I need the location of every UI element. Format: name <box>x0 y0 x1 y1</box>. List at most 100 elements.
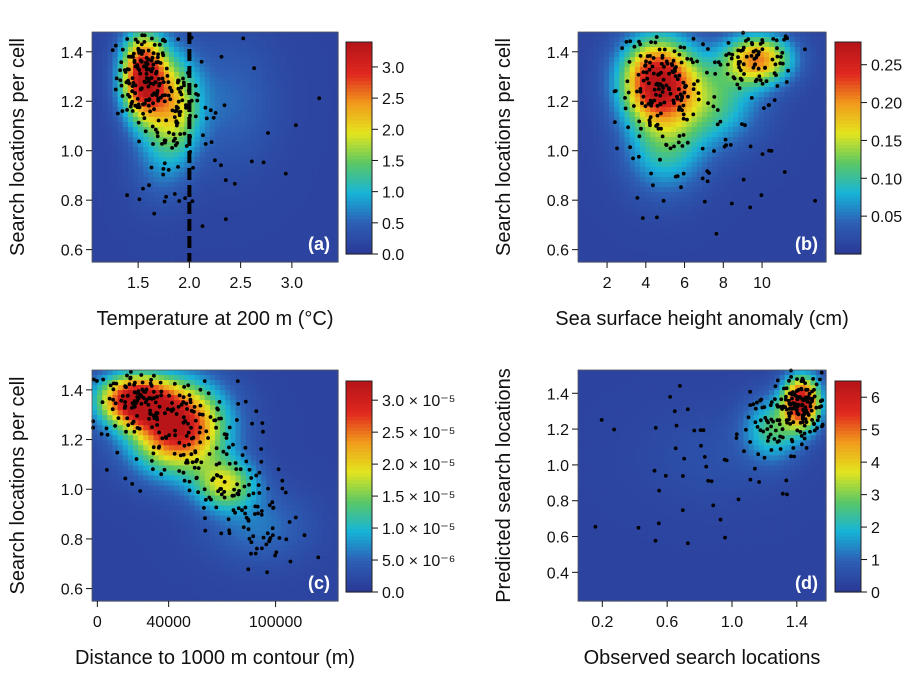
heatmap-cell <box>266 242 272 248</box>
heatmap-cell <box>692 212 698 218</box>
heatmap-cell <box>230 142 236 148</box>
heatmap-cell <box>656 222 662 228</box>
scatter-point <box>156 55 160 59</box>
heatmap-cell <box>261 77 267 83</box>
heatmap-cell <box>785 207 791 213</box>
heatmap-cell <box>738 142 744 148</box>
heatmap-cell <box>630 87 636 93</box>
heatmap-cell <box>599 122 605 128</box>
heatmap-cell <box>743 247 749 253</box>
heatmap-cell <box>650 147 656 153</box>
heatmap-cell <box>681 207 687 213</box>
heatmap-cell <box>583 87 589 93</box>
heatmap-cell <box>220 182 226 188</box>
heatmap-cell <box>619 62 625 68</box>
heatmap-cell <box>733 207 739 213</box>
heatmap-cell <box>256 172 262 178</box>
heatmap-cell <box>588 202 594 208</box>
heatmap-cell <box>225 87 231 93</box>
heatmap-cell <box>769 142 775 148</box>
heatmap-cell <box>697 197 703 203</box>
heatmap-cell <box>123 202 129 208</box>
heatmap-cell <box>210 97 216 103</box>
heatmap-cell <box>256 177 262 183</box>
heatmap-cell <box>133 32 139 38</box>
scatter-point <box>233 182 237 186</box>
heatmap-cell <box>159 182 165 188</box>
heatmap-cell <box>241 67 247 73</box>
heatmap-cell <box>583 117 589 123</box>
heatmap-cell <box>97 222 103 228</box>
heatmap-cell <box>256 117 262 123</box>
heatmap-cell <box>666 217 672 223</box>
heatmap-cell <box>630 127 636 133</box>
heatmap-cell <box>774 112 780 118</box>
heatmap-cell <box>205 197 211 203</box>
heatmap-cell <box>271 127 277 133</box>
heatmap-cell <box>692 247 698 253</box>
heatmap-cell <box>179 217 185 223</box>
heatmap-cell <box>292 222 298 228</box>
heatmap-cell <box>583 187 589 193</box>
heatmap-cell <box>800 62 806 68</box>
heatmap-cell <box>195 87 201 93</box>
heatmap-cell <box>323 162 329 168</box>
heatmap-cell <box>246 197 252 203</box>
heatmap-cell <box>640 237 646 243</box>
heatmap-cell <box>107 252 113 258</box>
scatter-point <box>188 150 192 154</box>
heatmap-cell <box>200 237 206 243</box>
heatmap-cell <box>676 197 682 203</box>
heatmap-cell <box>246 32 252 38</box>
heatmap-cell <box>594 117 600 123</box>
heatmap-cell <box>230 202 236 208</box>
heatmap-cell <box>292 227 298 233</box>
heatmap-cell <box>113 152 119 158</box>
heatmap-cell <box>774 177 780 183</box>
heatmap-cell <box>718 92 724 98</box>
heatmap-cell <box>666 197 672 203</box>
heatmap-cell <box>164 237 170 243</box>
heatmap-cell <box>666 32 672 38</box>
heatmap-cell <box>749 232 755 238</box>
heatmap-cell <box>97 112 103 118</box>
heatmap-cell <box>215 247 221 253</box>
heatmap-cell <box>599 57 605 63</box>
heatmap-cell <box>712 117 718 123</box>
heatmap-cell <box>687 112 693 118</box>
heatmap-cell <box>107 117 113 123</box>
heatmap-cell <box>578 57 584 63</box>
heatmap-cell <box>220 232 226 238</box>
heatmap-cell <box>749 72 755 78</box>
heatmap-cell <box>323 47 329 53</box>
scatter-point <box>150 37 154 41</box>
heatmap-cell <box>609 112 615 118</box>
heatmap-cell <box>148 117 154 123</box>
heatmap-cell <box>230 157 236 163</box>
heatmap-cell <box>282 72 288 78</box>
heatmap-cell <box>687 157 693 163</box>
heatmap-cell <box>656 182 662 188</box>
heatmap-cell <box>604 162 610 168</box>
heatmap-cell <box>138 232 144 238</box>
heatmap-cell <box>220 172 226 178</box>
heatmap-cell <box>307 52 313 58</box>
heatmap-cell <box>707 147 713 153</box>
heatmap-cell <box>625 157 631 163</box>
heatmap-cell <box>723 102 729 108</box>
heatmap-cell <box>179 72 185 78</box>
heatmap-cell <box>241 207 247 213</box>
heatmap-cell <box>795 42 801 48</box>
heatmap-cell <box>261 57 267 63</box>
heatmap-cell <box>609 152 615 158</box>
scatter-point <box>637 73 641 77</box>
heatmap-cell <box>702 112 708 118</box>
heatmap-cell <box>159 67 165 73</box>
heatmap-cell <box>215 217 221 223</box>
heatmap-cell <box>102 237 108 243</box>
scatter-point <box>757 74 761 78</box>
heatmap-cell <box>754 222 760 228</box>
heatmap-cell <box>754 237 760 243</box>
heatmap-cell <box>287 147 293 153</box>
scatter-point <box>670 63 674 67</box>
